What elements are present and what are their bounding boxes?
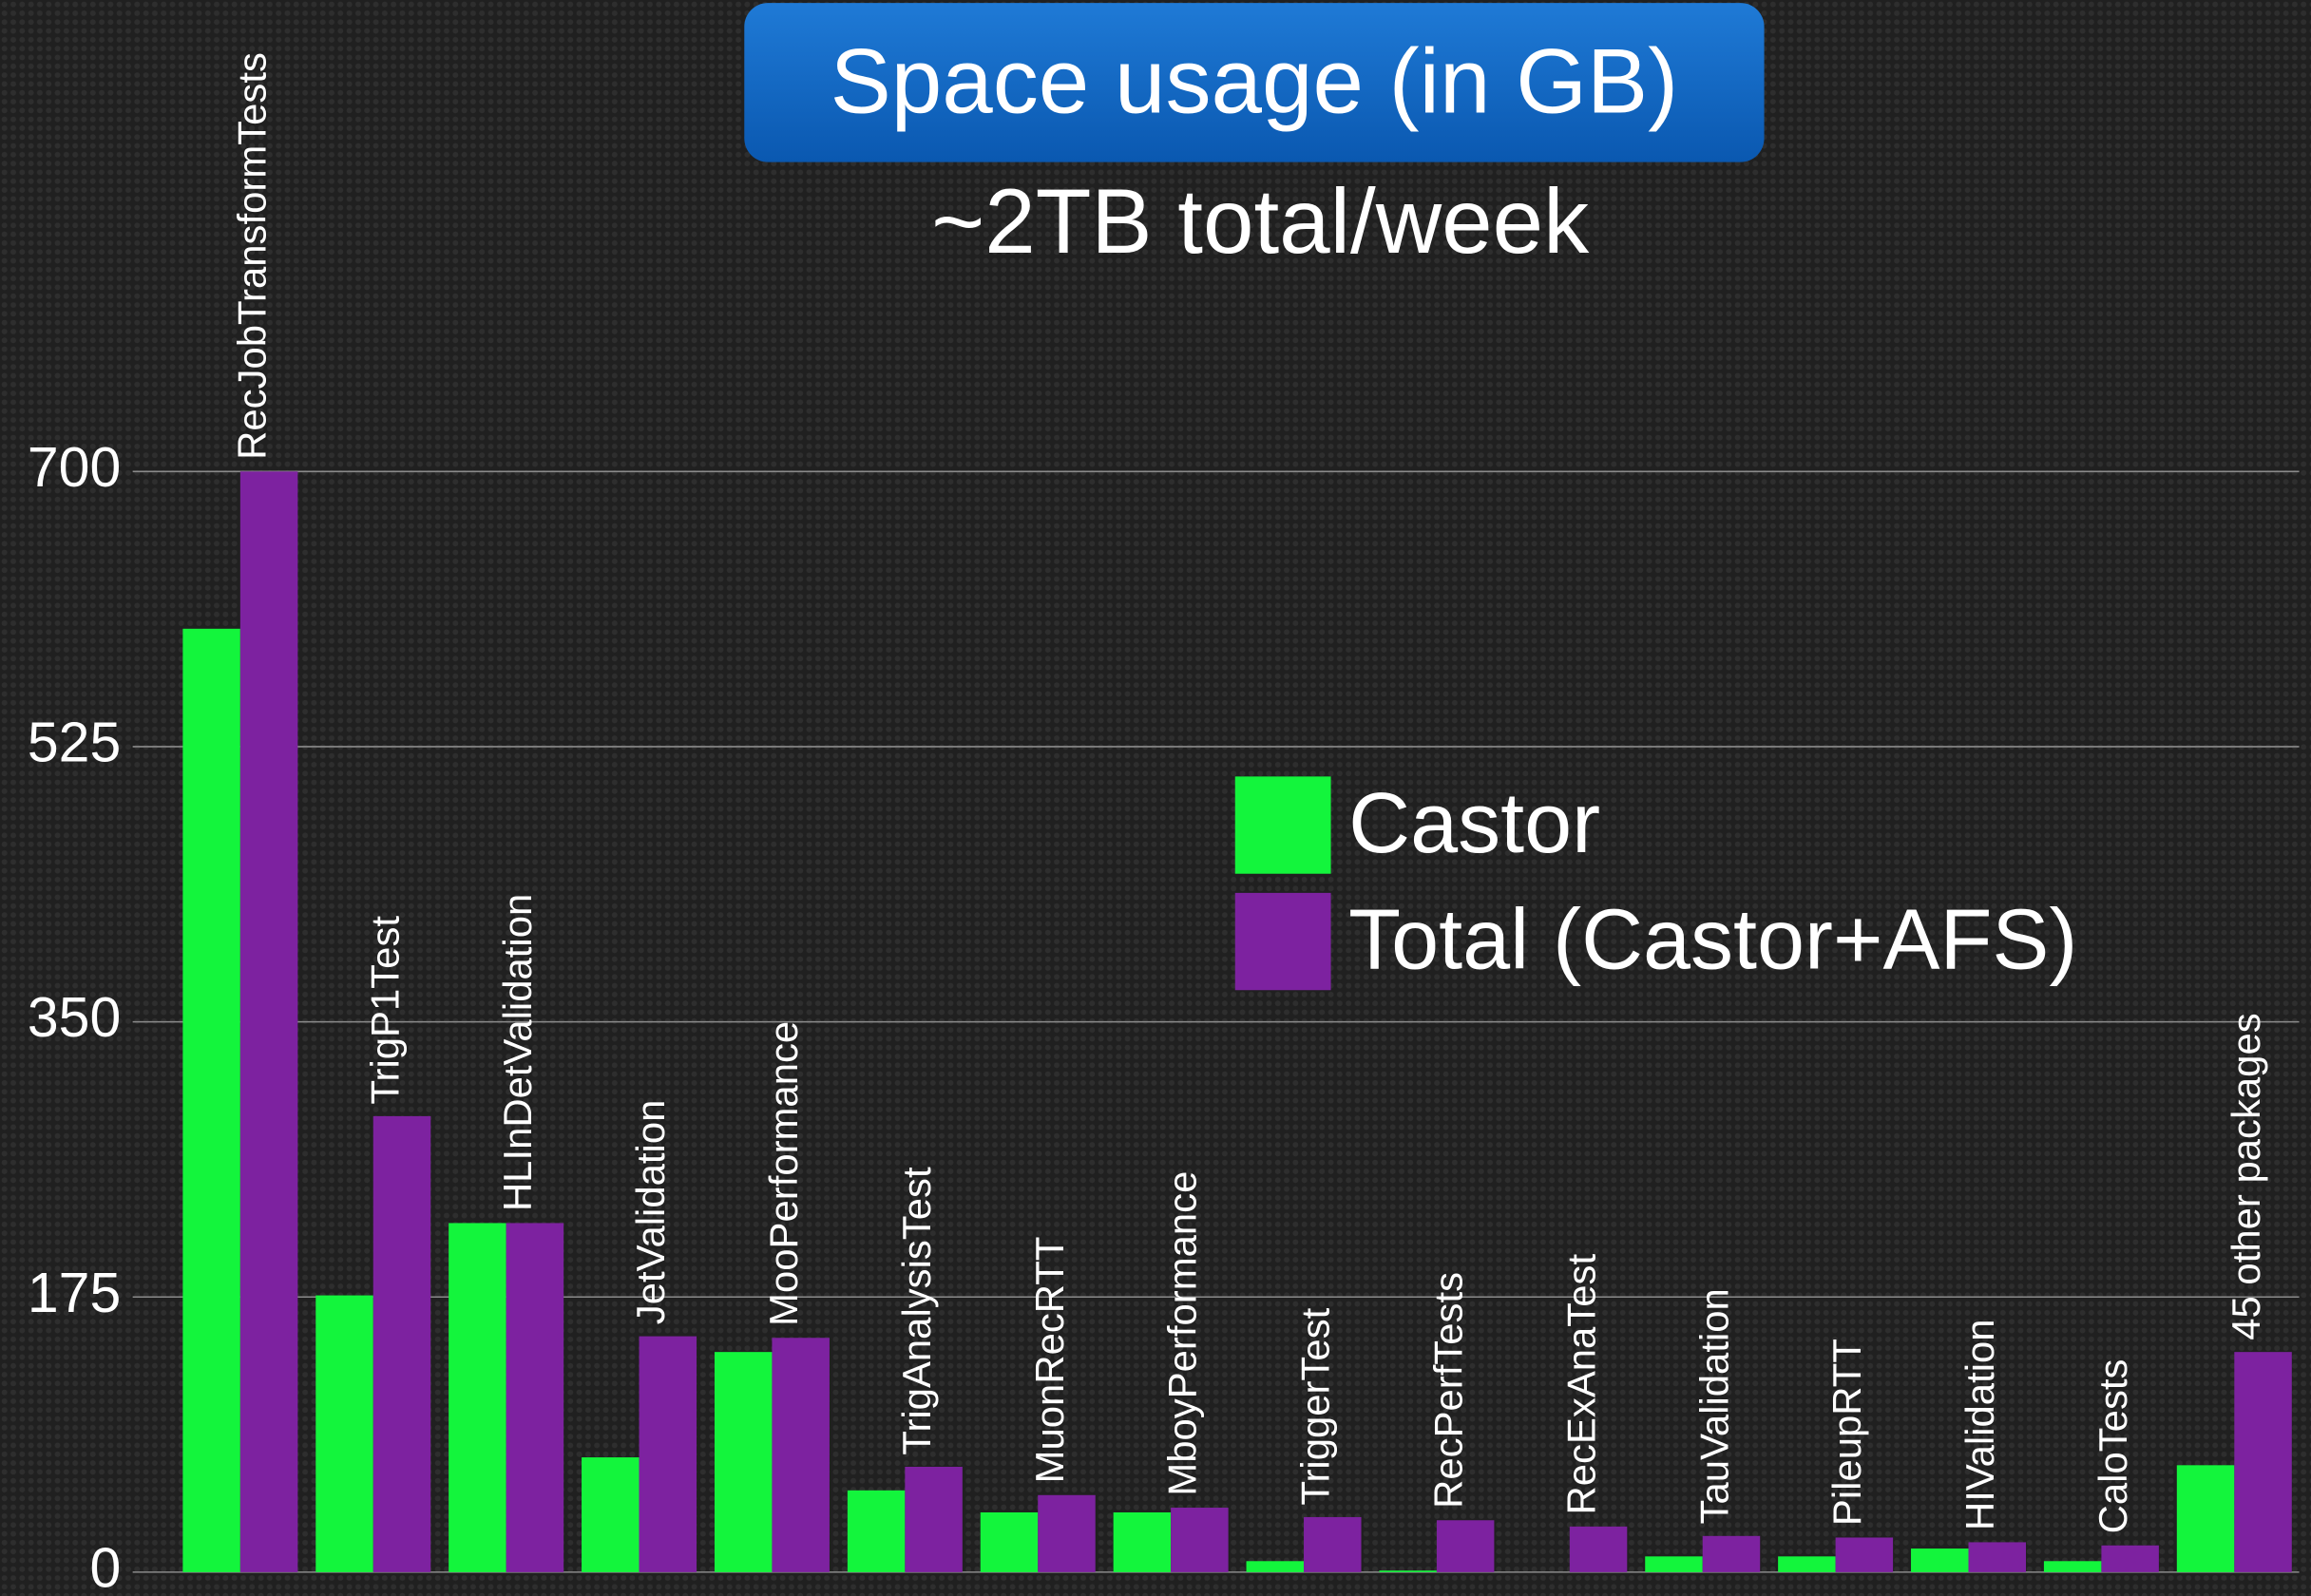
bar — [1645, 1556, 1703, 1572]
chart-title: Space usage (in GB) — [831, 30, 1678, 132]
y-tick-label: 0 — [89, 1537, 121, 1596]
category-label: TauValidation — [1691, 1288, 1736, 1524]
category-label: 45 other packages — [2224, 1013, 2268, 1340]
bar — [1304, 1516, 1362, 1572]
bar — [1778, 1556, 1836, 1572]
bar — [980, 1511, 1039, 1572]
legend-swatch — [1234, 892, 1331, 991]
bar — [639, 1336, 697, 1572]
category-label: RecExAnaTest — [1558, 1254, 1603, 1515]
category-label: TrigP1Test — [362, 916, 407, 1105]
category-label: HLInDetValidation — [495, 894, 540, 1211]
category-label: TrigAnalysisTest — [894, 1167, 939, 1455]
category-label: MooPerformance — [761, 1021, 806, 1326]
category-label: RecPerfTests — [1425, 1272, 1470, 1509]
bar — [506, 1223, 564, 1572]
chart-subtitle: ~2TB total/week — [931, 171, 1590, 273]
category-label: CaloTests — [2091, 1359, 2135, 1534]
legend-label: Castor — [1348, 776, 1600, 871]
bar — [1436, 1520, 1495, 1572]
bar — [1702, 1535, 1761, 1572]
legend-swatch — [1234, 776, 1331, 874]
bar — [582, 1457, 640, 1572]
bar — [1038, 1494, 1096, 1572]
category-label: PileupRTT — [1824, 1339, 1869, 1526]
title-box — [744, 3, 1765, 162]
bar — [772, 1338, 830, 1572]
bar — [1569, 1526, 1628, 1572]
bar — [1246, 1561, 1305, 1572]
bar — [2043, 1561, 2102, 1572]
bar — [1379, 1570, 1437, 1572]
bar — [2234, 1352, 2292, 1572]
bar — [2101, 1545, 2159, 1572]
bar — [449, 1223, 506, 1572]
bar — [714, 1352, 773, 1572]
bar — [239, 471, 298, 1572]
category-label: HIValidation — [1958, 1319, 2002, 1530]
bar — [905, 1466, 963, 1572]
bar — [1968, 1542, 2026, 1572]
bar — [1113, 1511, 1172, 1572]
bar — [1835, 1537, 1894, 1572]
bar — [1911, 1548, 1969, 1572]
y-tick-label: 700 — [28, 437, 121, 499]
legend-label: Total (Castor+AFS) — [1348, 892, 2077, 987]
y-tick-label: 175 — [28, 1263, 121, 1324]
bar — [1171, 1508, 1229, 1572]
y-tick-label: 525 — [28, 712, 121, 774]
category-label: JetValidation — [628, 1100, 673, 1325]
bar — [372, 1115, 431, 1572]
bar — [847, 1490, 906, 1572]
category-label: TriggerTest — [1293, 1307, 1338, 1505]
category-label: MboyPerformance — [1160, 1171, 1205, 1496]
bar — [2176, 1465, 2235, 1572]
bar — [182, 628, 240, 1572]
category-label: RecJobTransformTests — [229, 52, 274, 460]
y-tick-label: 350 — [28, 987, 121, 1049]
bar — [315, 1295, 373, 1572]
category-label: MuonRecRTT — [1027, 1237, 1072, 1484]
